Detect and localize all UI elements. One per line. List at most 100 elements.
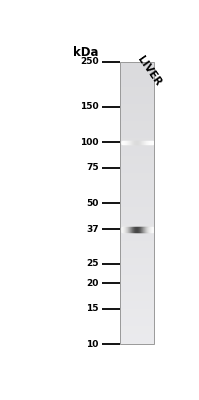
Bar [121,141,154,142]
Bar [121,137,154,138]
Bar [121,257,154,258]
Bar [121,343,154,344]
Bar [121,84,154,86]
Bar [121,86,154,87]
Bar [121,77,154,79]
Bar [121,308,154,309]
Text: kDa: kDa [73,46,99,58]
Bar [121,231,154,233]
Bar [121,92,154,93]
Bar [121,282,154,284]
Bar [121,284,154,285]
Bar [121,128,154,130]
Bar [121,134,154,135]
Bar [121,117,154,118]
Bar [121,103,154,104]
Bar [121,329,154,330]
Bar [121,183,154,185]
Bar [121,316,154,318]
Bar [121,237,154,238]
Bar [121,333,154,334]
Bar [121,207,154,209]
Bar [121,189,154,190]
Bar [121,268,154,270]
Bar [121,82,154,83]
Text: 20: 20 [87,279,99,288]
Bar [121,68,154,69]
Bar [121,126,154,127]
Bar [121,148,154,150]
Bar [121,150,154,151]
Bar [121,98,154,100]
Bar [121,200,154,202]
Bar [121,94,154,96]
Bar [121,107,154,108]
Bar [121,169,154,170]
Bar [121,106,154,107]
Text: 100: 100 [80,138,99,147]
Bar [121,332,154,333]
Text: 50: 50 [87,198,99,208]
Bar [121,220,154,222]
Bar [121,258,154,260]
Bar [121,305,154,306]
Bar [121,227,154,228]
Bar [121,234,154,236]
Bar [121,63,154,65]
Bar [121,240,154,241]
Bar [121,222,154,223]
Bar [121,165,154,166]
Bar [121,108,154,110]
Bar [121,252,154,254]
Bar [121,233,154,234]
Bar [121,193,154,195]
Bar [121,135,154,137]
Bar [121,334,154,336]
Bar [121,272,154,274]
Bar [121,180,154,182]
Bar [121,122,154,124]
Bar [121,302,154,303]
Bar [121,164,154,165]
Bar [121,228,154,230]
Bar [121,213,154,214]
Bar [121,155,154,156]
Bar [121,236,154,237]
Bar [121,313,154,315]
Bar [121,319,154,320]
Bar [121,156,154,158]
Bar [121,217,154,219]
Bar [121,246,154,247]
Bar [121,114,154,116]
Bar [121,210,154,212]
Bar [121,206,154,207]
Bar [121,244,154,246]
Bar [121,275,154,276]
Bar [121,264,154,265]
Bar [121,144,154,145]
Bar [121,104,154,106]
Bar [121,320,154,322]
Bar [121,159,154,161]
Bar [121,76,154,77]
Bar [121,238,154,240]
Bar [121,292,154,294]
Bar [121,145,154,146]
Bar [121,175,154,176]
Bar [121,291,154,292]
Bar [121,179,154,180]
Bar [121,260,154,261]
Bar [121,214,154,216]
Bar [121,247,154,248]
Bar [121,250,154,251]
Bar [121,288,154,289]
Bar [121,178,154,179]
Bar [121,93,154,94]
Bar [121,271,154,272]
Bar [121,296,154,298]
Bar [121,127,154,128]
Bar [121,176,154,178]
Bar [121,151,154,152]
Bar [121,223,154,224]
Bar [121,96,154,97]
